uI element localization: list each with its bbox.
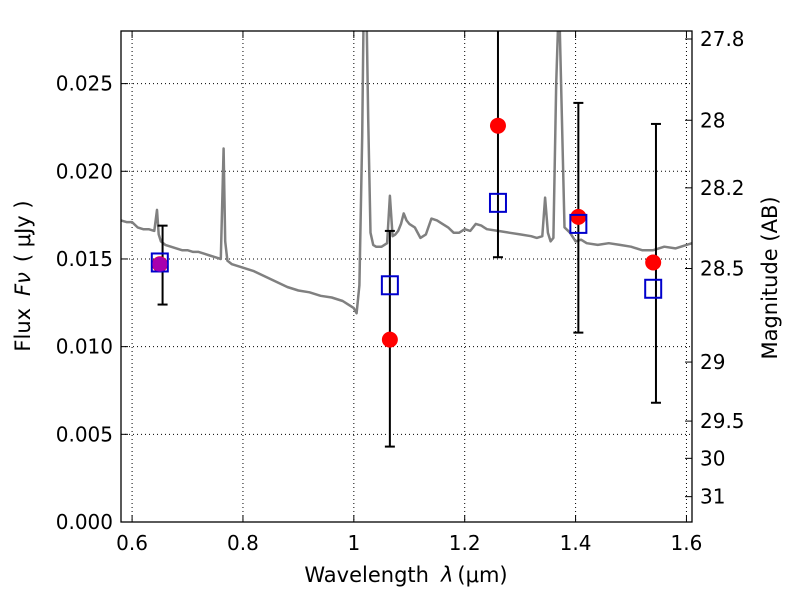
y2-tick-label: 29	[700, 350, 725, 374]
y2-tick-label: 28.2	[700, 176, 745, 200]
model-photometry-square	[644, 278, 663, 299]
y-axis-title: FluxFν( μJy )	[11, 200, 35, 351]
y2-axis-title: Magnitude (AB)	[758, 196, 782, 359]
y2-tick-label: 30	[700, 446, 725, 470]
observed-point	[570, 208, 587, 225]
axis-ticks: 0.6 0.8 1 1.2 1.4 1.6 0.000 0.005 0.010 0.015 0.02…	[56, 27, 745, 555]
y2-tick-label: 31	[700, 485, 725, 509]
grid	[121, 31, 692, 523]
overlap-point	[152, 256, 168, 272]
model-sed-line	[121, 31, 692, 315]
model-photometry-square	[488, 192, 507, 213]
y-tick-label: 0.025	[56, 72, 113, 96]
x-axis-title: Wavelength λ (μm)	[304, 563, 507, 587]
x-tick-label: 0.8	[227, 531, 259, 555]
observed-point	[645, 254, 662, 271]
plot-area	[121, 31, 692, 448]
x-tick-label: 1.4	[560, 531, 592, 555]
observed-point	[489, 117, 506, 134]
y-tick-label: 0.010	[56, 335, 113, 359]
x-tick-label: 1.6	[671, 531, 703, 555]
x-tick-label: 1.2	[449, 531, 481, 555]
y-tick-label: 0.015	[56, 247, 113, 271]
y2-tick-label: 28.5	[700, 257, 745, 281]
model-photometry-square	[380, 275, 399, 296]
y-tick-label: 0.000	[56, 510, 113, 534]
y2-tick-label: 27.8	[700, 27, 745, 51]
y2-tick-label: 29.5	[700, 409, 745, 433]
x-tick-label: 0.6	[116, 531, 148, 555]
y2-tick-label: 28	[700, 108, 725, 132]
model-photometry-square	[569, 213, 588, 234]
plot-frame	[120, 30, 693, 523]
x-tick-label: 1	[347, 531, 360, 555]
y-tick-label: 0.005	[56, 422, 113, 446]
y-tick-label: 0.020	[56, 159, 113, 183]
observed-point	[381, 331, 398, 348]
